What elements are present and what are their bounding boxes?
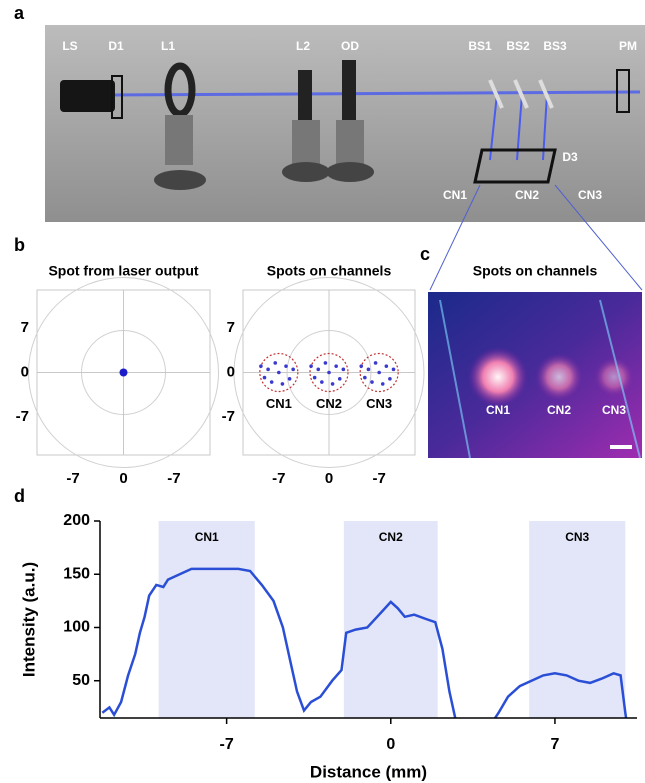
panel-letter: d: [14, 486, 25, 506]
setup-label: D3: [562, 150, 578, 164]
guide-circle: [28, 277, 219, 468]
band-label: CN2: [379, 530, 403, 544]
x-tick-label: 0: [386, 736, 395, 753]
spot-point: [320, 380, 324, 384]
plot-area: [101, 567, 628, 718]
spot-point: [380, 382, 385, 386]
x-tick-label: -7: [167, 470, 180, 487]
setup-label: CN2: [515, 188, 539, 202]
panel-letter: b: [14, 235, 25, 255]
x-tick-label: -7: [372, 470, 385, 487]
panel-letter: a: [14, 3, 25, 23]
y-tick-label: 150: [63, 565, 90, 582]
spot-point: [284, 364, 288, 368]
spot-point: [309, 364, 313, 368]
channel-band: [343, 521, 438, 718]
spot-point: [273, 361, 278, 365]
spot-point: [391, 367, 396, 372]
setup-label: BS2: [506, 39, 530, 53]
x-axis-label: Distance (mm): [310, 762, 427, 781]
intensity-line: [101, 567, 457, 718]
x-tick-label: 0: [119, 470, 127, 487]
x-tick-label: -7: [66, 470, 79, 487]
setup-label: CN3: [578, 188, 602, 202]
y-axis-label: Intensity (a.u.): [19, 562, 38, 677]
setup-photo: [45, 25, 645, 291]
band-label: CN1: [195, 530, 219, 544]
panel-title: Spots on channels: [473, 263, 598, 279]
spot-point: [363, 375, 367, 380]
y-tick-label: 0: [21, 363, 29, 380]
spot-point: [341, 367, 346, 372]
spot-point: [262, 375, 267, 380]
y-tick-label: 200: [63, 512, 90, 529]
spot-point: [269, 380, 274, 384]
region-label: CN1: [266, 396, 292, 411]
spot-point: [359, 364, 364, 368]
guide-circle: [233, 277, 425, 468]
channel-region: [259, 352, 299, 393]
region-label: CN3: [366, 396, 392, 411]
x-tick-label: -7: [220, 736, 234, 753]
panel-letter: c: [420, 244, 430, 264]
x-tick-label: -7: [272, 470, 285, 487]
channel-band: [529, 521, 626, 718]
y-tick-label: 0: [227, 363, 235, 380]
region-label: CN2: [316, 396, 342, 411]
spot-point: [266, 367, 270, 372]
spot-point: [312, 375, 317, 380]
spot-point: [377, 370, 381, 375]
spot-point: [373, 361, 378, 365]
spot-point: [327, 370, 331, 375]
spot-point: [330, 382, 335, 386]
setup-label: LS: [62, 39, 77, 53]
band-label: CN3: [565, 530, 589, 544]
panel-title: Spot from laser output: [48, 263, 198, 279]
panel-title: Spots on channels: [267, 263, 392, 279]
x-tick-label: 7: [550, 736, 559, 753]
spot-point: [337, 377, 342, 381]
y-tick-label: 7: [227, 319, 235, 336]
spot-point: [259, 364, 263, 368]
channel-band: [158, 521, 255, 718]
y-tick-label: 50: [72, 672, 90, 689]
x-tick-label: 0: [325, 470, 333, 487]
setup-label: BS1: [468, 39, 492, 53]
spot-point: [277, 370, 281, 375]
setup-label: OD: [341, 39, 359, 53]
spot-point: [291, 367, 295, 372]
spot-point: [388, 377, 392, 381]
setup-label: CN1: [443, 188, 467, 202]
channel-region: [359, 352, 399, 393]
spot-point: [287, 377, 292, 381]
spot-point: [370, 380, 374, 384]
channel-photo: [428, 292, 642, 459]
y-tick-label: -7: [222, 408, 235, 425]
spot-point: [334, 364, 338, 368]
y-tick-label: 7: [21, 319, 29, 336]
spot-point: [384, 364, 389, 368]
channel-region: [309, 352, 349, 393]
intensity-line: [493, 671, 628, 718]
setup-label: PM: [619, 39, 637, 53]
spot-point: [280, 382, 285, 386]
spot-point: [119, 368, 128, 377]
y-tick-label: 100: [63, 619, 90, 636]
channel-label: CN1: [486, 403, 510, 417]
spot-point: [323, 361, 328, 365]
setup-label: BS3: [543, 39, 567, 53]
channel-label: CN3: [602, 403, 626, 417]
setup-label: L2: [296, 39, 310, 53]
spot-point: [366, 367, 371, 372]
spot-point: [316, 367, 321, 372]
setup-label: D1: [108, 39, 124, 53]
channel-label: CN2: [547, 403, 571, 417]
y-tick-label: -7: [16, 408, 29, 425]
setup-label: L1: [161, 39, 175, 53]
